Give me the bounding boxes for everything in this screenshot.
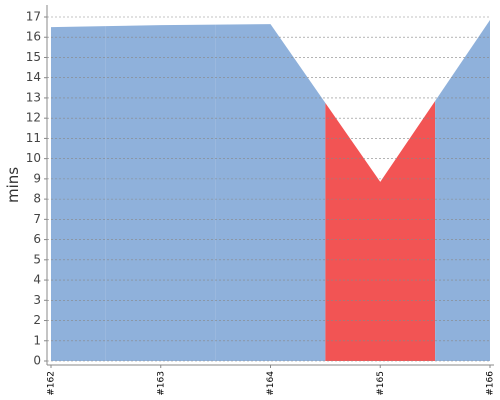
x-tick-label: #164: [266, 371, 276, 396]
y-tick-label: 15: [26, 50, 41, 64]
y-tick-label: 13: [26, 90, 41, 104]
y-tick-label: 17: [26, 10, 41, 24]
y-tick-label: 10: [26, 151, 41, 165]
y-tick-label: 16: [26, 30, 41, 44]
y-tick-label: 8: [33, 192, 41, 206]
x-tick-label: #163: [156, 371, 166, 396]
y-tick-label: 0: [33, 354, 41, 368]
x-tick-label: #165: [376, 371, 386, 396]
area-segment: [435, 20, 490, 362]
y-tick-label: 4: [33, 273, 41, 287]
area-segment: [325, 100, 436, 361]
x-tick-label: #166: [486, 371, 496, 396]
y-tick-label: 5: [33, 252, 41, 266]
y-tick-label: 11: [26, 131, 41, 145]
area-segment: [105, 24, 216, 362]
x-tick-label: #162: [47, 371, 57, 396]
y-axis-label: mins: [4, 167, 22, 203]
y-tick-label: 1: [33, 333, 41, 347]
y-tick-label: 7: [33, 212, 41, 226]
y-tick-label: 2: [33, 313, 41, 327]
y-tick-label: 3: [33, 293, 41, 307]
y-tick-label: 6: [33, 232, 41, 246]
y-tick-label: 14: [26, 70, 41, 84]
area-segment: [51, 26, 106, 361]
y-tick-label: 9: [33, 171, 41, 185]
y-tick-label: 12: [26, 111, 41, 125]
area-segment: [215, 24, 326, 361]
